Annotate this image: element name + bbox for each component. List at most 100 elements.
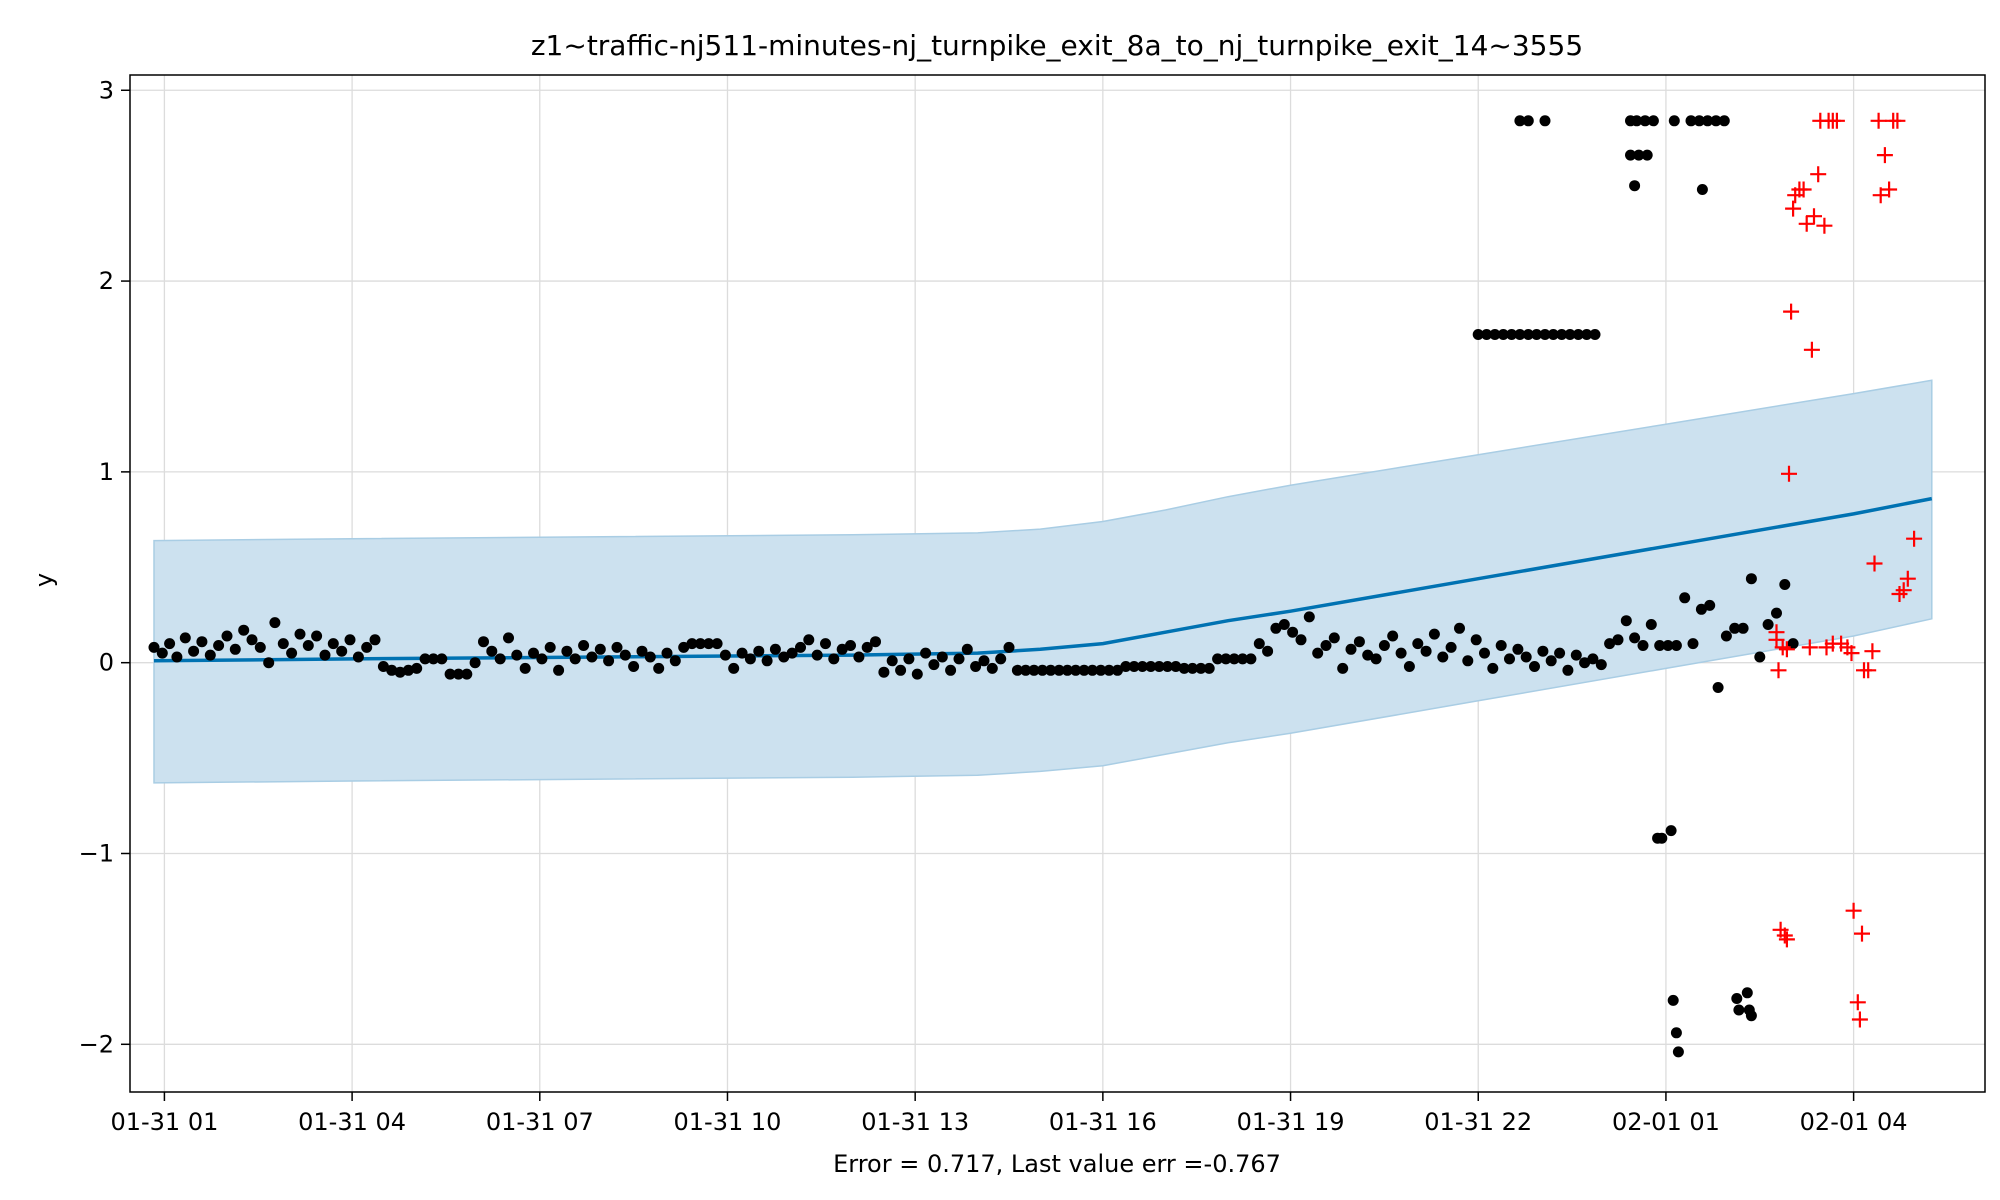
x-tick-label: 02-01 01 [1612,1108,1720,1136]
observed-point [1668,115,1680,127]
observed-point [719,649,731,661]
observed-point [853,651,865,663]
observed-point [1572,329,1584,340]
future-point [1876,147,1893,164]
observed-point [1625,149,1636,161]
observed-point [511,649,523,661]
observed-point [156,647,168,659]
observed-point [1729,622,1741,634]
future-point [1843,645,1860,662]
observed-point [753,645,765,657]
observed-point [1737,622,1749,634]
observed-point [436,653,448,665]
observed-point [1162,661,1173,672]
observed-point [628,661,640,672]
observed-point [1036,664,1048,676]
observed-points [148,115,1799,1058]
y-tick-label: 1 [99,458,114,486]
future-point [1770,662,1787,679]
observed-point [1771,607,1782,619]
y-tick-label: 3 [99,76,114,104]
observed-point [1454,622,1465,634]
observed-point [786,647,798,659]
observed-point [1295,634,1307,646]
observed-point [1053,664,1065,676]
observed-point [503,632,514,644]
observed-point [911,668,923,680]
observed-point [1687,638,1699,650]
future-point [1778,931,1795,948]
observed-point [1564,329,1576,340]
observed-point [1537,645,1549,657]
observed-point [1595,659,1607,671]
observed-point [1570,649,1582,661]
observed-point [148,641,160,653]
observed-point [1103,664,1115,676]
observed-point [369,634,381,646]
observed-point [978,655,990,667]
future-point [1891,586,1908,602]
observed-point [1472,329,1484,340]
y-tick-label: −2 [79,1030,114,1058]
future-points [1768,112,1923,1028]
observed-point [1654,640,1666,651]
observed-point [586,651,598,663]
observed-point [694,638,706,650]
observed-point [1412,638,1424,650]
observed-point [1745,573,1757,585]
y-axis-label: y [30,573,58,587]
observed-point [736,647,748,659]
future-point [1889,112,1906,129]
observed-point [903,653,915,665]
forecast-line [153,496,1933,663]
observed-point [945,664,957,676]
observed-point [870,636,881,648]
observed-point [811,649,823,661]
observed-point [221,630,233,642]
observed-point [1370,653,1382,665]
observed-point [895,664,907,676]
observed-point [1345,643,1357,655]
observed-point [970,661,982,672]
observed-point [1270,622,1282,634]
observed-point [1237,653,1249,665]
observed-point [402,664,414,676]
observed-point [1462,655,1474,667]
chart-title: z1~traffic-nj511-minutes-nj_turnpike_exi… [531,29,1583,62]
observed-point [1489,329,1501,340]
observed-point [419,653,431,665]
observed-point [1112,664,1123,676]
y-tick-label: 2 [99,267,114,295]
observed-point [553,664,565,676]
future-point [1895,582,1912,599]
observed-point [1137,661,1148,672]
observed-point [444,668,456,680]
observed-point [953,653,965,665]
observed-point [238,624,250,636]
observed-point [1539,329,1551,340]
observed-point [213,640,225,651]
observed-point [1470,634,1482,646]
observed-point [1011,664,1023,676]
observed-point [761,655,773,667]
observed-point [171,651,183,663]
observed-point [286,647,298,659]
observed-point [461,668,473,680]
observed-point [1704,599,1716,611]
observed-point [519,662,531,674]
x-tick-label: 01-31 04 [298,1108,406,1136]
observed-point [469,657,481,669]
x-tick-label: 01-31 07 [486,1108,594,1136]
x-tick-label: 01-31 22 [1424,1108,1532,1136]
observed-point [795,641,806,653]
observed-point [961,643,973,655]
observed-point [1539,115,1551,127]
observed-point [1629,632,1641,644]
observed-point [1220,653,1232,665]
observed-point [1145,661,1157,672]
observed-point [1641,149,1653,161]
observed-point [1629,180,1641,192]
observed-point [703,638,715,650]
future-point [1810,166,1827,183]
future-point [1781,465,1797,482]
